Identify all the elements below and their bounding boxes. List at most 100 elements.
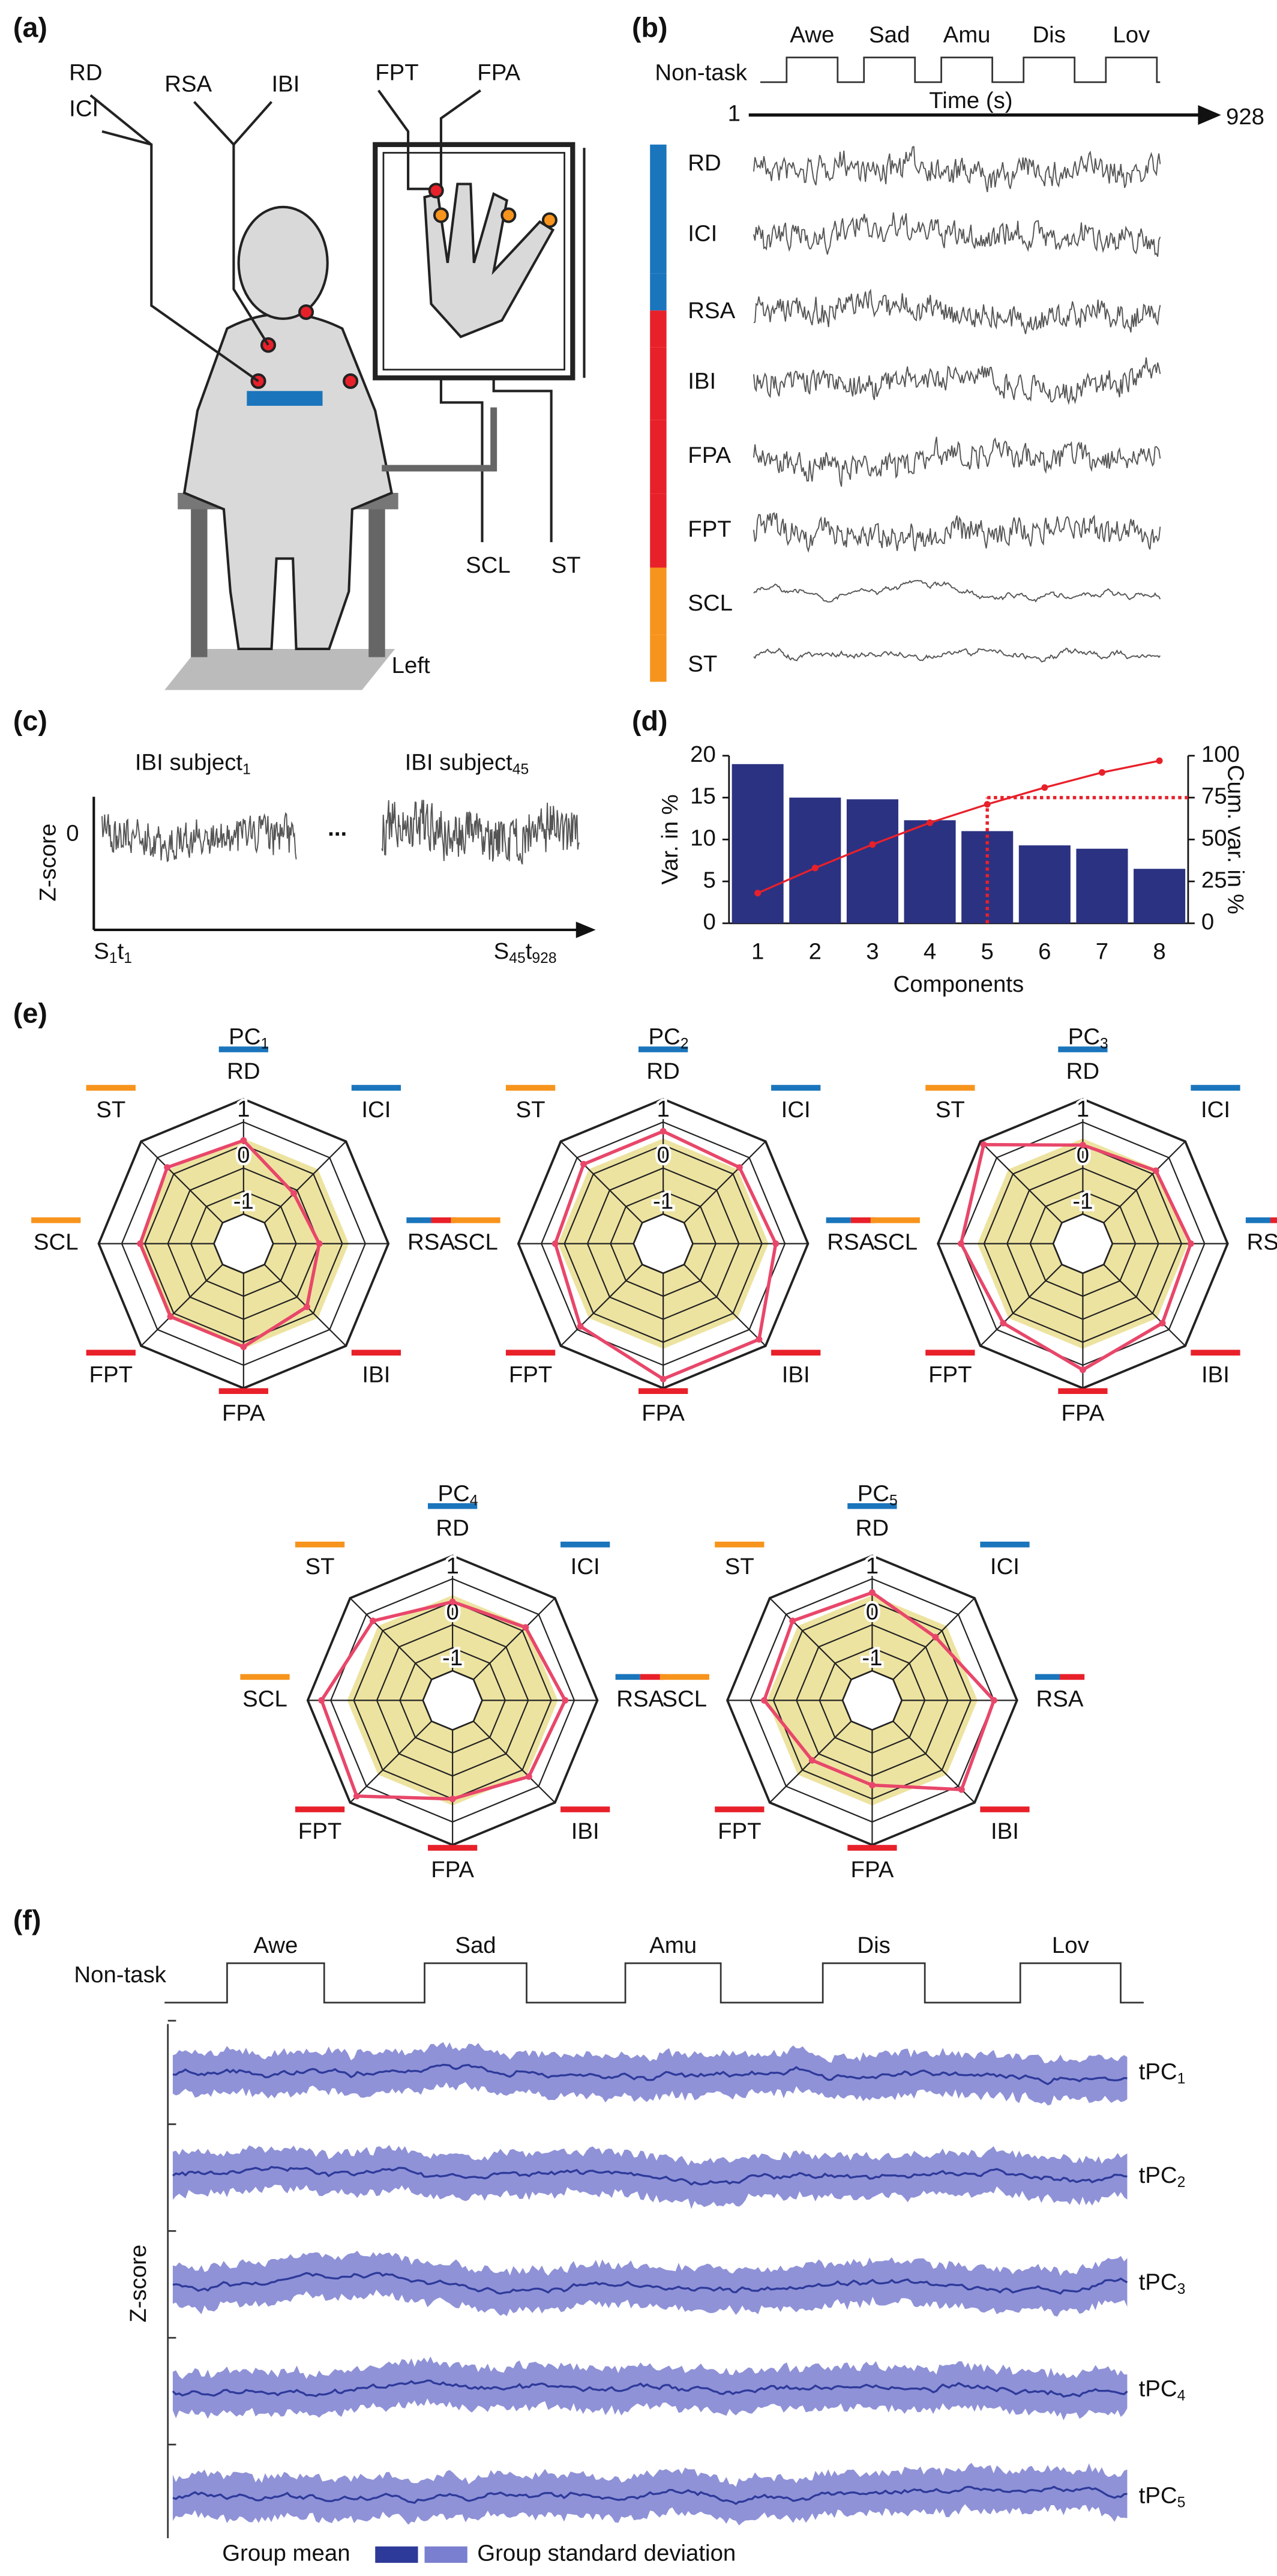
sd-band bbox=[172, 2356, 1128, 2421]
signal-label: ST bbox=[688, 651, 717, 677]
axis-label: ST bbox=[305, 1554, 335, 1579]
subscript: 1 bbox=[109, 951, 118, 967]
mean-line bbox=[172, 2379, 1128, 2398]
axis-label: ST bbox=[936, 1097, 965, 1123]
r-tick-label: -1 bbox=[862, 1645, 882, 1671]
legend-label: Group standard deviation bbox=[477, 2541, 736, 2566]
r-tick-label: -1 bbox=[233, 1188, 254, 1214]
bar bbox=[1018, 845, 1071, 923]
sensor-group-bar bbox=[850, 1217, 876, 1223]
bar bbox=[1134, 869, 1186, 923]
sensor-group-bar bbox=[771, 1350, 821, 1356]
bar bbox=[732, 764, 784, 923]
legend-swatch bbox=[375, 2546, 418, 2563]
spoke bbox=[560, 1141, 643, 1223]
time-arrow bbox=[1198, 105, 1221, 125]
r-tick-label: 0 bbox=[866, 1599, 879, 1624]
sensor-group-bar bbox=[1058, 1388, 1108, 1395]
axis-label: ST bbox=[725, 1554, 754, 1579]
loading-point bbox=[164, 1164, 171, 1171]
sensor-group-bar bbox=[1191, 1350, 1240, 1356]
task-timeline bbox=[760, 56, 1161, 83]
y2-tick-label: 50 bbox=[1201, 825, 1227, 851]
sensor-group-bar bbox=[1245, 1217, 1271, 1223]
panel-label: (b) bbox=[632, 12, 668, 43]
signal-label: ICI bbox=[688, 220, 717, 246]
subscript: 1 bbox=[124, 951, 132, 967]
sensor-group-bar bbox=[427, 1845, 478, 1851]
text-part: PC bbox=[858, 1480, 889, 1506]
axis-label: SCL bbox=[662, 1686, 707, 1712]
r-tick-label: 1 bbox=[1077, 1096, 1089, 1122]
y2-tick-label: 0 bbox=[1201, 909, 1214, 935]
signal-label: RSA bbox=[688, 298, 735, 324]
y2-tick-label: 100 bbox=[1201, 741, 1240, 767]
axis-label: SCL bbox=[453, 1229, 498, 1255]
sensor-group-bar bbox=[86, 1085, 136, 1091]
loading-point bbox=[660, 1127, 667, 1135]
group-bar bbox=[650, 493, 667, 568]
loading-point bbox=[137, 1240, 144, 1247]
loading-point bbox=[1187, 1240, 1194, 1247]
r-tick-label: 0 bbox=[1077, 1142, 1089, 1168]
sensor-group-bar bbox=[925, 1085, 975, 1091]
loading-point bbox=[660, 1375, 667, 1383]
x-tick-label: 6 bbox=[1038, 938, 1051, 964]
axis-label: ICI bbox=[990, 1554, 1020, 1579]
y2-axis-label: Cum. var. in % bbox=[1223, 765, 1249, 914]
loading-point bbox=[868, 1589, 876, 1596]
sensor-group-bar bbox=[715, 1542, 765, 1548]
sensor-group-bar bbox=[218, 1388, 268, 1395]
panel-label: (f) bbox=[13, 1904, 41, 1935]
loading-point bbox=[316, 1240, 323, 1247]
r-tick-label: 1 bbox=[446, 1553, 458, 1579]
text-part: tPC bbox=[1139, 2162, 1177, 2188]
condition-label: Awe bbox=[790, 22, 834, 47]
axis-label: FPA bbox=[222, 1400, 265, 1426]
loading-point bbox=[449, 1796, 456, 1803]
text-part: IBI subject bbox=[135, 750, 243, 776]
sensor-group-bar bbox=[427, 1503, 478, 1509]
axis-label: RD bbox=[227, 1058, 260, 1084]
x-tick-label: 3 bbox=[866, 938, 879, 964]
component-label: tPC1 bbox=[1139, 2059, 1186, 2087]
x-tick-label: 7 bbox=[1096, 938, 1108, 964]
sensor-group-bar bbox=[295, 1542, 345, 1548]
sensor-group-bar bbox=[505, 1350, 556, 1356]
axis-label: SCL bbox=[34, 1229, 79, 1255]
sensor-group-bar bbox=[560, 1806, 610, 1812]
sensor-group-bar bbox=[640, 1674, 665, 1680]
loading-point bbox=[551, 1240, 559, 1247]
participant-illustration bbox=[89, 89, 586, 690]
legend-label: Group mean bbox=[222, 2541, 350, 2566]
loading-point bbox=[240, 1343, 247, 1350]
panel-label: (e) bbox=[13, 998, 47, 1029]
text-part: tPC bbox=[1139, 2059, 1177, 2085]
loading-point bbox=[1000, 1320, 1007, 1327]
x-tick-label: 2 bbox=[809, 938, 822, 964]
loading-point bbox=[958, 1240, 964, 1247]
subscript: 5 bbox=[889, 1493, 898, 1509]
r-tick-label: 1 bbox=[657, 1096, 669, 1122]
spoke bbox=[349, 1721, 432, 1803]
axis-label: RSA bbox=[407, 1229, 455, 1255]
component-label: tPC5 bbox=[1139, 2483, 1186, 2511]
loading-point bbox=[522, 1624, 529, 1631]
cumulative-point bbox=[1156, 757, 1163, 764]
spoke bbox=[560, 1264, 643, 1347]
sensor-group-bar bbox=[638, 1388, 688, 1395]
condition-label: Awe bbox=[253, 1932, 298, 1958]
subscript: 45 bbox=[509, 951, 525, 967]
axis-label: IBI bbox=[362, 1362, 390, 1387]
spoke bbox=[473, 1721, 556, 1803]
x-axis-label: Components bbox=[894, 971, 1024, 997]
sensor-group-bar bbox=[980, 1542, 1030, 1548]
bar bbox=[1076, 848, 1128, 923]
axis-label: IBI bbox=[991, 1818, 1019, 1844]
sensor-group-bar bbox=[715, 1806, 765, 1812]
sensor-label: SCL bbox=[466, 552, 511, 578]
signal-label: RD bbox=[688, 150, 721, 176]
loading-point bbox=[353, 1793, 360, 1800]
subscript: 4 bbox=[470, 1493, 478, 1509]
series-label: IBI subject1 bbox=[135, 750, 251, 778]
